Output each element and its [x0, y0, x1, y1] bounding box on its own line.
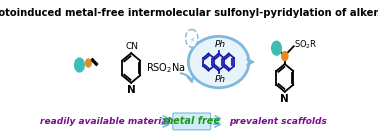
Text: metal free: metal free: [163, 117, 220, 126]
FancyBboxPatch shape: [173, 113, 211, 130]
Text: Photoinduced metal-free intermolecular sulfonyl-pyridylation of alkenes: Photoinduced metal-free intermolecular s…: [0, 8, 378, 18]
Circle shape: [272, 41, 281, 55]
Text: N: N: [127, 85, 135, 95]
Text: ⚡: ⚡: [189, 35, 194, 44]
Circle shape: [186, 29, 198, 47]
Ellipse shape: [188, 36, 249, 88]
Text: readily available materials: readily available materials: [40, 117, 177, 126]
Text: RSO$_2$Na: RSO$_2$Na: [146, 61, 186, 75]
Circle shape: [74, 58, 84, 72]
Circle shape: [282, 52, 288, 61]
Circle shape: [86, 59, 91, 67]
Text: prevalent scaffolds: prevalent scaffolds: [229, 117, 327, 126]
Text: Ph: Ph: [214, 75, 226, 84]
Text: Ph: Ph: [214, 40, 226, 49]
Text: CN: CN: [125, 42, 138, 51]
Text: N: N: [280, 94, 289, 104]
Text: SO$_2$R: SO$_2$R: [294, 39, 318, 51]
